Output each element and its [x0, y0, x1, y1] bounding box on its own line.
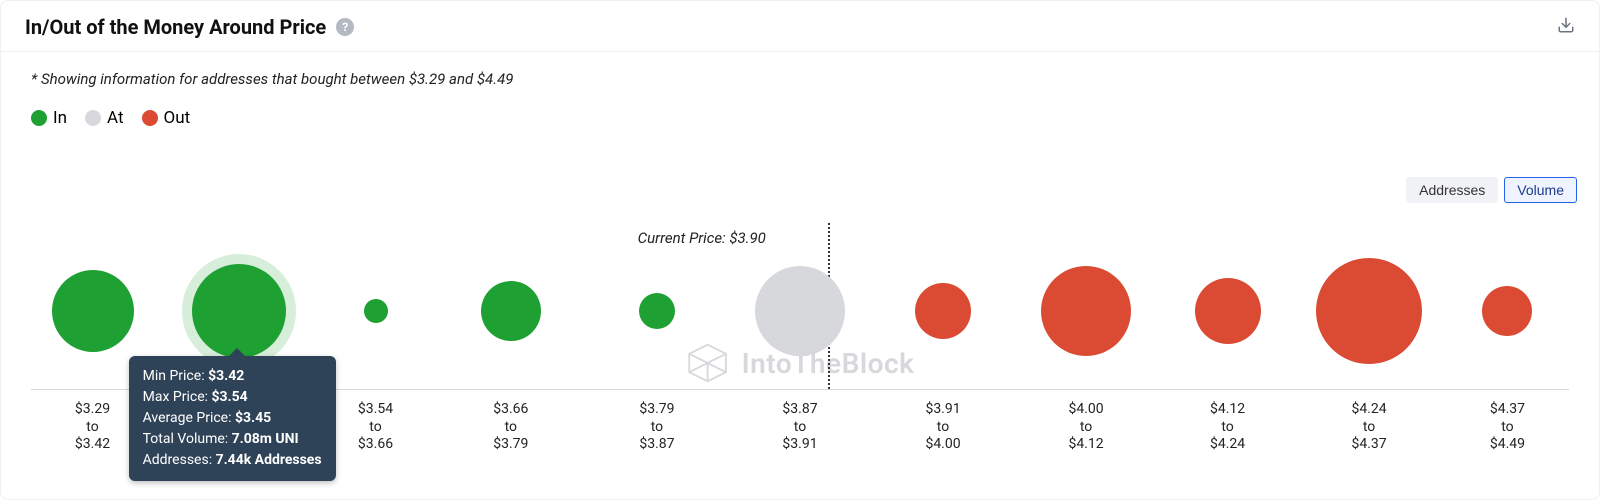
bubble-out[interactable] [1041, 266, 1131, 356]
bubble-in[interactable] [639, 293, 675, 329]
iomap-chart: IntoTheBlock Current Price: $3.90$3.29to… [31, 221, 1569, 479]
tooltip-row-value: $3.42 [208, 368, 244, 384]
tooltip-row: Average Price: $3.45 [143, 408, 322, 429]
bubble-tooltip: Min Price: $3.42Max Price: $3.54Average … [129, 356, 336, 481]
legend-label: In [53, 108, 67, 128]
x-range-label: $4.24to$4.37 [1351, 401, 1386, 454]
legend-item-at[interactable]: At [85, 108, 124, 128]
bubble-out[interactable] [1195, 278, 1261, 344]
toggle-volume[interactable]: Volume [1504, 177, 1577, 203]
tooltip-row-value: 7.44k Addresses [216, 452, 322, 468]
tooltip-row-value: $3.54 [211, 389, 247, 405]
bubble-out[interactable] [1482, 286, 1532, 336]
x-range-label: $3.79to$3.87 [639, 401, 674, 454]
tooltip-row-label: Average Price: [143, 410, 235, 426]
legend-item-in[interactable]: In [31, 108, 67, 128]
bubble-at[interactable] [755, 266, 845, 356]
tooltip-row-label: Total Volume: [143, 431, 232, 447]
tooltip-row: Addresses: 7.44k Addresses [143, 450, 322, 471]
legend-label: Out [164, 108, 191, 128]
x-range-label: $3.66to$3.79 [493, 401, 528, 454]
legend-swatch [31, 110, 47, 126]
tooltip-row-label: Min Price: [143, 368, 208, 384]
tooltip-row: Min Price: $3.42 [143, 366, 322, 387]
tooltip-row-value: $3.45 [235, 410, 271, 426]
legend-swatch [85, 110, 101, 126]
view-toggle-group: AddressesVolume [1406, 177, 1577, 203]
bubble-out[interactable] [1316, 258, 1422, 364]
card-header: In/Out of the Money Around Price ? [1, 1, 1599, 52]
help-icon[interactable]: ? [336, 18, 354, 36]
download-icon[interactable] [1557, 16, 1575, 38]
current-price-label: Current Price: $3.90 [638, 229, 766, 247]
x-range-label: $3.87to$3.91 [782, 401, 817, 454]
iomap-card: In/Out of the Money Around Price ? * Sho… [0, 0, 1600, 500]
tooltip-row: Total Volume: 7.08m UNI [143, 429, 322, 450]
tooltip-row-label: Max Price: [143, 389, 212, 405]
tooltip-row-value: 7.08m UNI [232, 431, 299, 447]
toggle-addresses[interactable]: Addresses [1406, 177, 1498, 203]
legend-label: At [107, 108, 124, 128]
x-range-label: $4.00to$4.12 [1068, 401, 1103, 454]
legend-item-out[interactable]: Out [142, 108, 191, 128]
legend: In At Out [1, 96, 1599, 132]
x-range-label: $4.37to$4.49 [1490, 401, 1525, 454]
tooltip-row-label: Addresses: [143, 452, 216, 468]
x-range-label: $4.12to$4.24 [1210, 401, 1245, 454]
subtitle: * Showing information for addresses that… [1, 52, 1599, 96]
card-title: In/Out of the Money Around Price [25, 15, 326, 39]
bubble-in[interactable] [364, 299, 388, 323]
x-range-label: $3.91to$4.00 [925, 401, 960, 454]
bubble-in[interactable] [192, 264, 286, 358]
x-range-label: $3.29to$3.42 [75, 401, 110, 454]
bubble-in[interactable] [52, 270, 134, 352]
bubble-in[interactable] [481, 281, 541, 341]
x-range-label: $3.54to$3.66 [358, 401, 393, 454]
title-wrap: In/Out of the Money Around Price ? [25, 15, 354, 39]
bubble-out[interactable] [915, 283, 971, 339]
legend-swatch [142, 110, 158, 126]
tooltip-row: Max Price: $3.54 [143, 387, 322, 408]
